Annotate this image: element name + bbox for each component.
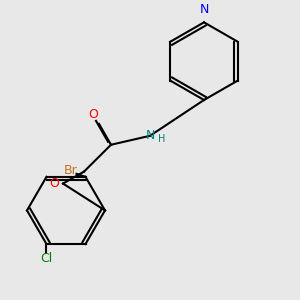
Text: Br: Br <box>64 164 77 177</box>
Text: H: H <box>158 134 166 144</box>
Text: O: O <box>88 108 98 122</box>
Text: Cl: Cl <box>40 253 52 266</box>
Text: O: O <box>49 177 59 190</box>
Text: N: N <box>199 3 209 16</box>
Text: N: N <box>145 129 155 142</box>
